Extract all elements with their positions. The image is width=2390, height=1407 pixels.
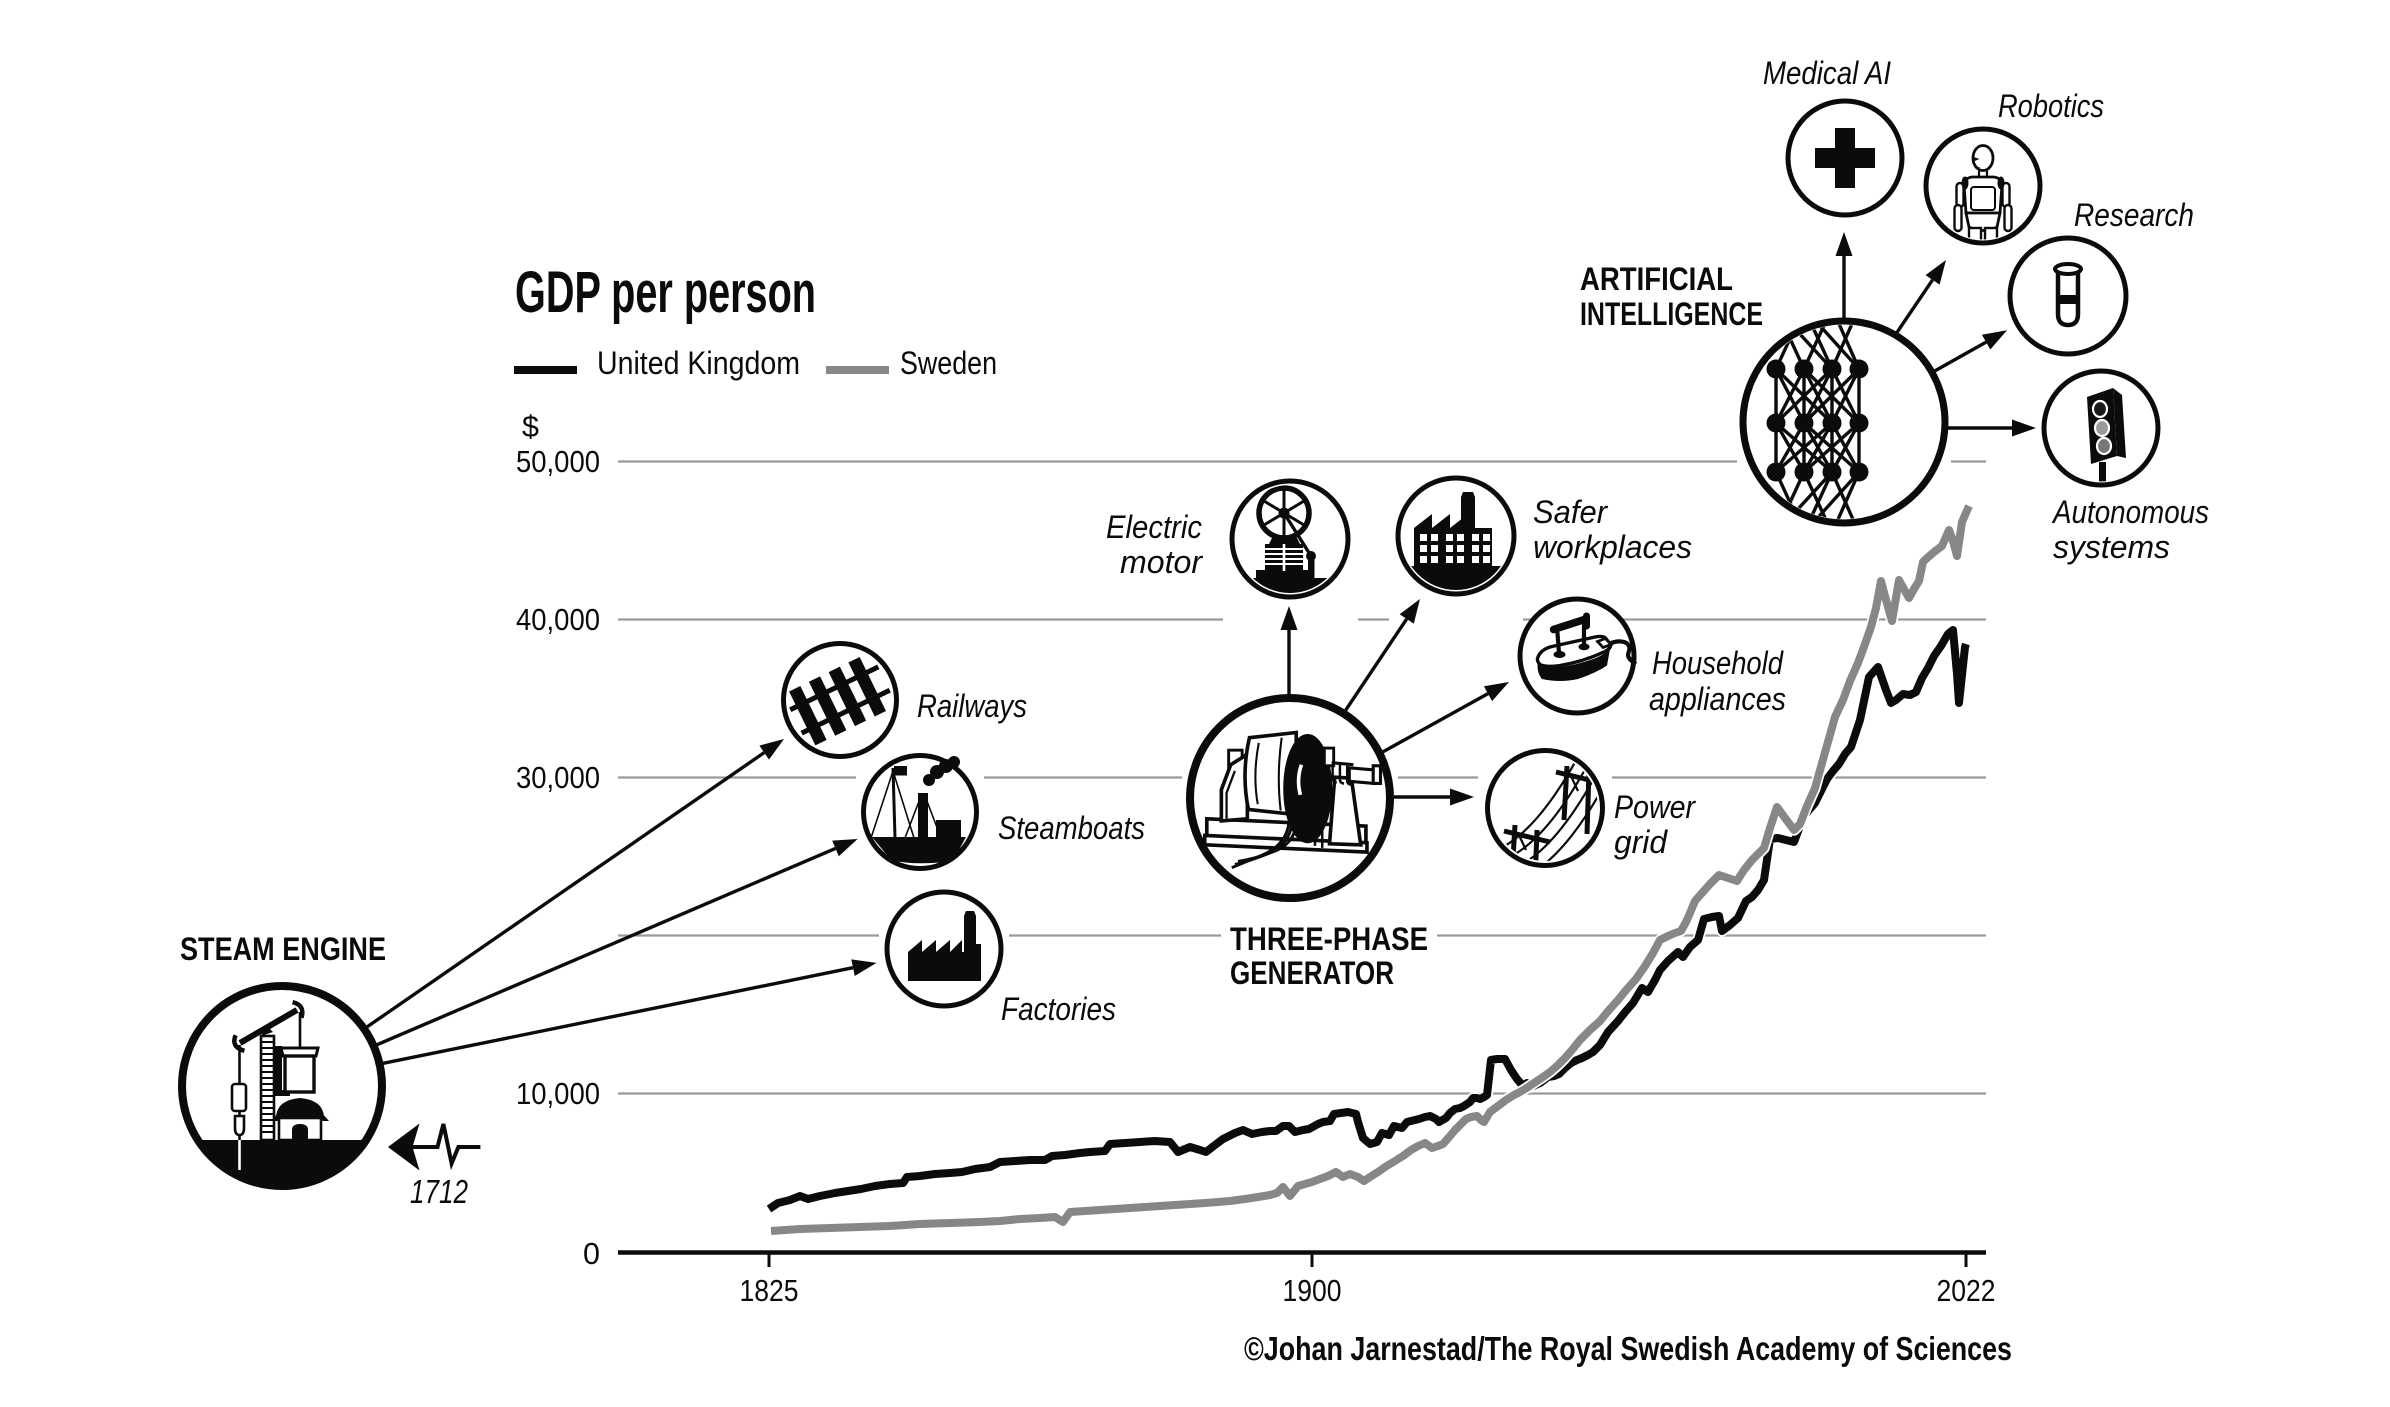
svg-text:$: $ <box>522 410 539 444</box>
svg-text:United Kingdom: United Kingdom <box>597 345 800 381</box>
svg-text:Safer: Safer <box>1533 494 1608 530</box>
svg-text:40,000: 40,000 <box>516 603 600 637</box>
svg-text:Electric: Electric <box>1106 509 1202 545</box>
svg-text:©Johan Jarnestad/The Royal Swe: ©Johan Jarnestad/The Royal Swedish Acade… <box>1244 1330 2012 1367</box>
svg-text:GENERATOR: GENERATOR <box>1230 955 1394 991</box>
svg-text:motor: motor <box>1120 544 1203 580</box>
svg-text:Medical AI: Medical AI <box>1763 55 1891 91</box>
svg-text:systems: systems <box>2053 529 2170 565</box>
svg-text:Sweden: Sweden <box>900 345 997 381</box>
svg-text:workplaces: workplaces <box>1533 529 1692 565</box>
svg-text:Railways: Railways <box>917 688 1027 724</box>
svg-text:STEAM ENGINE: STEAM ENGINE <box>180 931 386 967</box>
svg-text:Steamboats: Steamboats <box>998 810 1145 846</box>
svg-text:50,000: 50,000 <box>516 445 600 479</box>
svg-text:2022: 2022 <box>1937 1274 1996 1308</box>
svg-text:10,000: 10,000 <box>516 1077 600 1111</box>
svg-text:grid: grid <box>1614 824 1668 860</box>
svg-text:30,000: 30,000 <box>516 761 600 795</box>
svg-text:ARTIFICIAL: ARTIFICIAL <box>1580 261 1733 297</box>
svg-text:0: 0 <box>583 1237 600 1271</box>
svg-text:Research: Research <box>2074 197 2194 233</box>
svg-text:Robotics: Robotics <box>1998 88 2104 124</box>
svg-text:Household: Household <box>1652 645 1784 681</box>
svg-text:THREE-PHASE: THREE-PHASE <box>1230 921 1428 957</box>
svg-text:1900: 1900 <box>1283 1274 1342 1308</box>
svg-text:Power: Power <box>1614 789 1696 825</box>
svg-text:INTELLIGENCE: INTELLIGENCE <box>1580 296 1763 332</box>
svg-text:Autonomous: Autonomous <box>2051 494 2209 530</box>
svg-text:1825: 1825 <box>740 1274 799 1308</box>
svg-text:1712: 1712 <box>410 1173 468 1210</box>
svg-text:appliances: appliances <box>1649 681 1786 717</box>
svg-text:Factories: Factories <box>1001 991 1116 1027</box>
svg-text:GDP per person: GDP per person <box>515 260 816 325</box>
